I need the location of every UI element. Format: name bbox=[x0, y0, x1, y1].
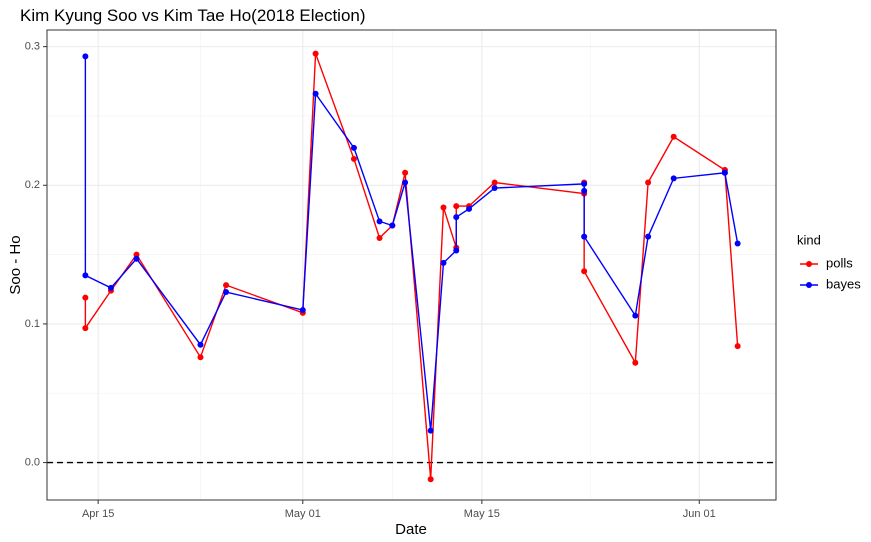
point bbox=[133, 251, 140, 258]
point bbox=[82, 294, 89, 301]
point bbox=[440, 204, 447, 211]
point bbox=[389, 222, 396, 229]
y-tick-label: 0.3 bbox=[25, 41, 40, 53]
point bbox=[82, 325, 89, 332]
point bbox=[197, 341, 204, 348]
x-axis-title: Date bbox=[395, 521, 427, 538]
point bbox=[82, 272, 89, 279]
point bbox=[670, 133, 677, 140]
point bbox=[453, 203, 460, 210]
point bbox=[107, 284, 114, 291]
point bbox=[133, 255, 140, 262]
point bbox=[491, 185, 498, 192]
point bbox=[581, 233, 588, 240]
point bbox=[82, 53, 89, 60]
x-tick-label: Apr 15 bbox=[82, 508, 114, 520]
point bbox=[223, 289, 230, 296]
y-tick-label: 0.1 bbox=[25, 318, 40, 330]
x-tick-label: May 01 bbox=[285, 508, 321, 520]
point bbox=[453, 247, 460, 254]
point bbox=[223, 282, 230, 289]
point bbox=[402, 179, 409, 186]
x-tick-label: May 15 bbox=[464, 508, 500, 520]
plot-border bbox=[46, 29, 777, 501]
x-tick-label: Jun 01 bbox=[683, 508, 716, 520]
point bbox=[427, 476, 434, 483]
point bbox=[466, 205, 473, 212]
point bbox=[376, 218, 383, 225]
legend-key-point bbox=[806, 261, 812, 267]
point bbox=[453, 214, 460, 221]
y-tick-label: 0.0 bbox=[25, 456, 40, 468]
point bbox=[632, 312, 639, 319]
legend-label: bayes bbox=[826, 276, 861, 291]
point bbox=[440, 259, 447, 266]
point bbox=[299, 307, 306, 314]
legend-key-point bbox=[806, 282, 812, 288]
point bbox=[350, 144, 357, 151]
series-line bbox=[84, 56, 739, 431]
point bbox=[734, 343, 741, 350]
point bbox=[632, 359, 639, 366]
chart-title: Kim Kyung Soo vs Kim Tae Ho(2018 Electio… bbox=[20, 6, 366, 25]
point bbox=[312, 90, 319, 97]
point bbox=[312, 50, 319, 57]
point bbox=[350, 155, 357, 162]
point bbox=[581, 268, 588, 275]
point bbox=[721, 169, 728, 176]
point bbox=[645, 179, 652, 186]
legend-label: polls bbox=[826, 255, 853, 270]
plot-panel bbox=[47, 30, 776, 500]
y-tick-label: 0.2 bbox=[25, 179, 40, 191]
point bbox=[670, 175, 677, 182]
point bbox=[491, 179, 498, 186]
y-axis-title: Soo - Ho bbox=[7, 235, 24, 294]
point bbox=[427, 427, 434, 434]
point bbox=[197, 354, 204, 361]
point bbox=[581, 187, 588, 194]
point bbox=[376, 234, 383, 241]
point bbox=[645, 233, 652, 240]
point bbox=[734, 240, 741, 247]
legend-title: kind bbox=[797, 232, 821, 247]
point bbox=[581, 180, 588, 187]
point bbox=[402, 169, 409, 176]
